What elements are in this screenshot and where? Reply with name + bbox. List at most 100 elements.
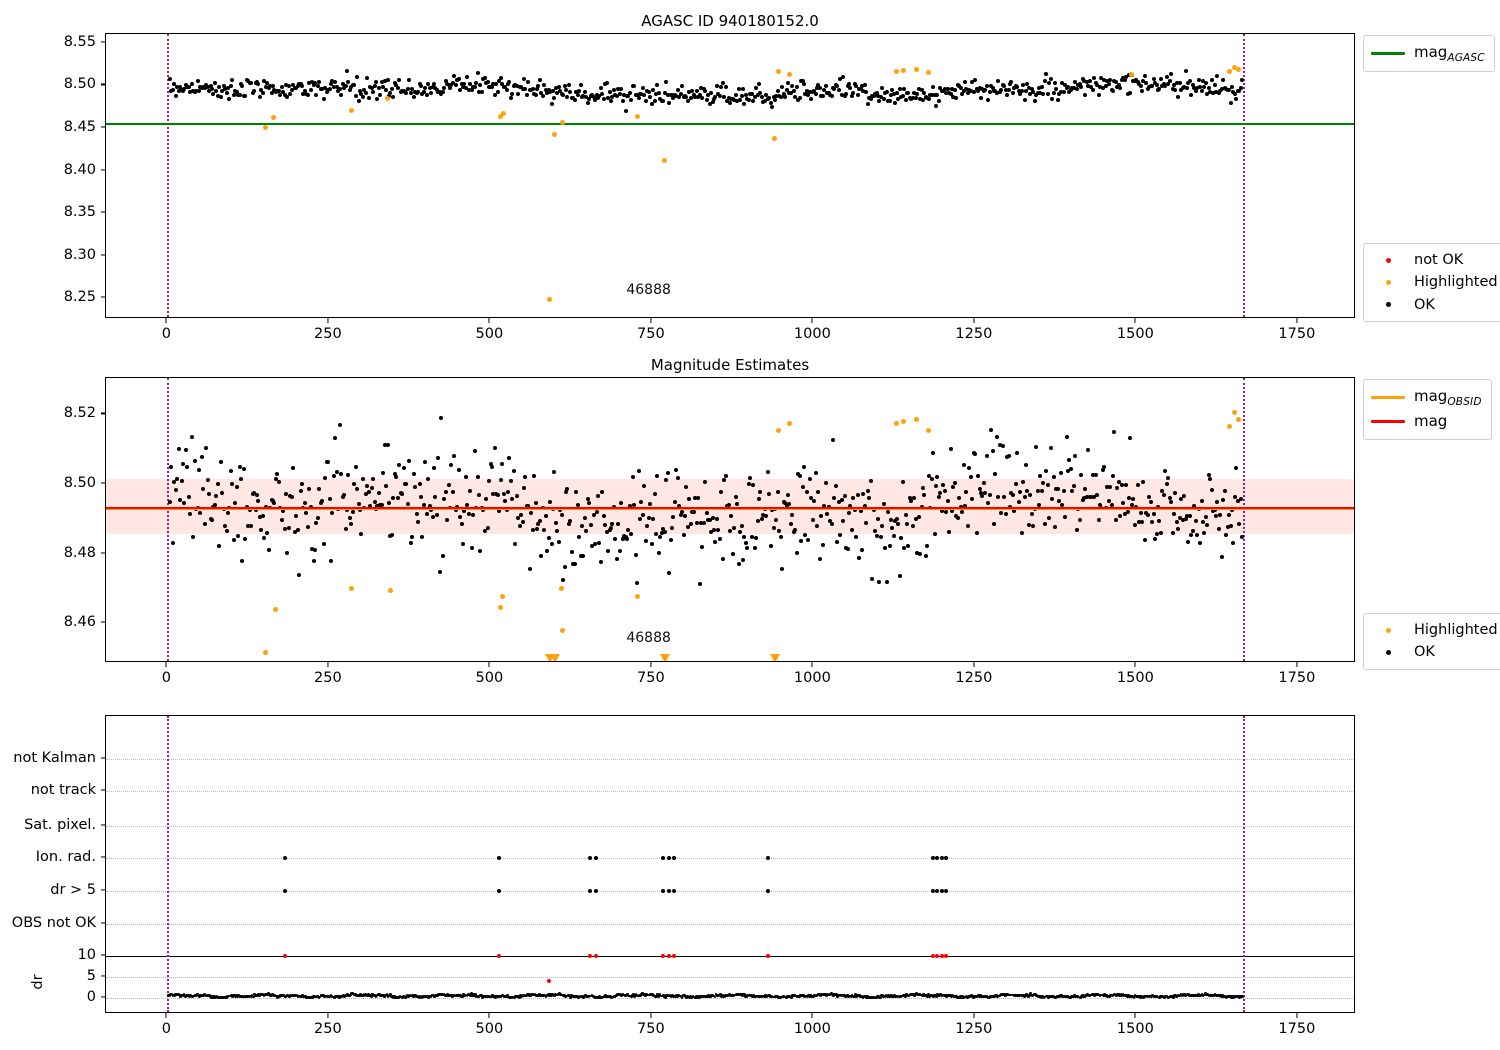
data-point-ok xyxy=(655,83,660,88)
data-point-ok xyxy=(397,78,402,83)
data-point-ok xyxy=(1010,493,1015,498)
data-point-ok xyxy=(1103,83,1108,88)
data-point-ok xyxy=(503,498,508,503)
data-point-ok xyxy=(722,478,727,483)
data-point-ok xyxy=(571,95,576,100)
data-point-ok xyxy=(275,472,280,477)
data-point-ok xyxy=(577,88,582,93)
data-point-ok xyxy=(558,88,563,93)
data-point-ok xyxy=(1015,450,1020,455)
data-point-ok xyxy=(217,544,222,549)
data-point-ok xyxy=(717,94,722,99)
data-point-ok xyxy=(1077,518,1082,523)
data-point-ok xyxy=(774,518,779,523)
legend-point-classes-panel1: not OK Highlighted OK xyxy=(1363,243,1500,323)
legend-row-highlighted-2: Highlighted xyxy=(1371,619,1498,641)
dr-trace-point xyxy=(657,994,661,998)
data-point-highlighted xyxy=(893,420,899,426)
data-point-ok xyxy=(355,486,360,491)
data-point-ok xyxy=(1218,89,1223,94)
data-point-ok xyxy=(1193,518,1198,523)
data-point-ok xyxy=(1157,518,1162,523)
data-point-ok xyxy=(356,502,361,507)
data-point-highlighted xyxy=(1232,65,1238,71)
data-point-ok xyxy=(829,521,834,526)
data-point-ok xyxy=(623,108,628,113)
data-point-ok xyxy=(738,530,743,535)
data-point-ok xyxy=(1041,481,1046,486)
data-point-ok xyxy=(227,97,232,102)
data-point-ok xyxy=(555,91,560,96)
data-point-ok xyxy=(794,84,799,89)
data-point-ok xyxy=(363,90,368,95)
data-point-ok xyxy=(196,89,201,94)
data-point-ok xyxy=(1092,76,1097,81)
data-point-ok xyxy=(407,78,412,83)
data-point-ok xyxy=(533,501,538,506)
legend-label-ok-2: OK xyxy=(1414,644,1435,661)
flag-label-0: not Kalman xyxy=(13,750,96,766)
dr-trace-point xyxy=(474,993,478,996)
data-point-ok xyxy=(452,454,457,459)
data-point-ok xyxy=(849,527,854,532)
data-point-ok xyxy=(617,548,622,553)
data-point-ok xyxy=(801,82,806,87)
data-point-ok xyxy=(846,511,851,516)
data-point-ok xyxy=(674,468,679,473)
data-point-ok xyxy=(906,90,911,95)
data-point-ok xyxy=(1200,520,1205,525)
data-point-ok xyxy=(340,494,345,499)
data-point-ok xyxy=(1134,504,1139,509)
data-point-ok xyxy=(1022,98,1027,103)
panel1-ytick-label: 8.45 xyxy=(63,119,96,135)
data-point-ok xyxy=(1008,82,1012,87)
data-point-ok xyxy=(1176,526,1181,531)
data-point-ok xyxy=(285,95,290,100)
data-point-ok xyxy=(1160,489,1165,494)
data-point-ok xyxy=(1185,86,1189,91)
dr-tick-label-2: 0 xyxy=(86,989,96,1005)
panel1-ytick-mark xyxy=(100,41,105,43)
data-point-ok xyxy=(1205,522,1210,527)
data-point-ok xyxy=(169,464,174,469)
data-point-ok xyxy=(857,556,862,561)
data-point-ok xyxy=(439,416,444,421)
data-point-ok xyxy=(698,85,703,90)
data-point-ok xyxy=(841,518,846,523)
data-point-ok xyxy=(1224,532,1229,537)
data-point-ok xyxy=(236,533,241,538)
data-point-ok xyxy=(207,492,212,497)
data-point-ok xyxy=(1038,90,1043,95)
data-point-ok xyxy=(360,477,365,482)
data-point-ok xyxy=(896,96,901,101)
data-point-ok xyxy=(498,478,503,483)
data-point-ok xyxy=(665,470,670,475)
data-point-ok xyxy=(491,81,496,86)
data-point-highlighted xyxy=(772,135,778,141)
data-point-ok xyxy=(333,80,338,85)
clipped-point-marker xyxy=(659,654,670,661)
data-point-ok xyxy=(207,89,212,94)
data-point-ok xyxy=(948,446,953,451)
data-point-ok xyxy=(922,91,927,96)
dr-trace-point xyxy=(278,995,281,999)
data-point-ok xyxy=(360,95,365,100)
data-point-ok xyxy=(887,98,892,103)
data-point-ok xyxy=(804,490,809,495)
data-point-ok xyxy=(967,466,972,471)
data-point-ok xyxy=(877,579,882,584)
data-point-ok xyxy=(421,90,426,95)
data-point-ok xyxy=(825,511,830,516)
data-point-ok xyxy=(849,94,854,99)
data-point-ok xyxy=(761,513,766,518)
data-point-ok xyxy=(1005,92,1010,97)
data-point-ok xyxy=(556,539,561,544)
data-point-ok xyxy=(212,80,217,85)
data-point-ok xyxy=(353,465,358,470)
data-point-ok xyxy=(189,434,194,439)
data-point-ok xyxy=(381,84,386,89)
data-point-ok xyxy=(178,497,183,502)
data-point-ok xyxy=(1060,80,1065,85)
data-point-ok xyxy=(1102,78,1107,83)
data-point-ok xyxy=(279,84,284,89)
